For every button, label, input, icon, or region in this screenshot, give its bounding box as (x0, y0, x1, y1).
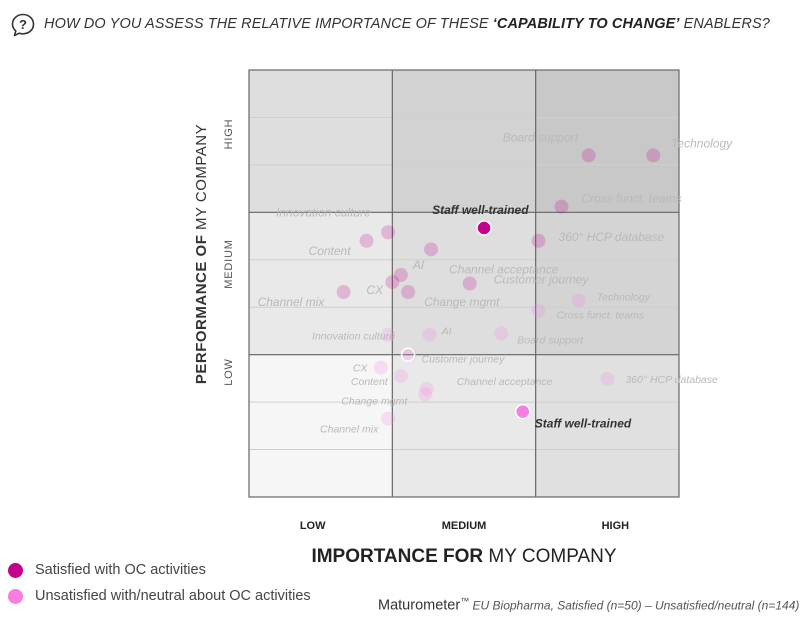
svg-text:?: ? (19, 17, 27, 32)
legend-item-unsatisfied: Unsatisfied with/neutral about OC activi… (8, 588, 311, 604)
point-label-satisfied: Content (309, 244, 352, 258)
x-tick-labels: LOW MEDIUM HIGH (300, 520, 629, 532)
point-label-satisfied: 360° HCP database (559, 230, 665, 244)
point-satisfied-board-support (581, 148, 596, 163)
point-label-unsatisfied: AI (441, 326, 452, 338)
data-points (336, 148, 661, 426)
point-unsatisfied-staff-well-trained (515, 403, 531, 420)
point-satisfied-cross-funct-teams (554, 199, 569, 214)
point-satisfied-360-hcp-database (531, 233, 546, 248)
point-label-satisfied: Change mgmt (424, 295, 500, 309)
zone-medium-high (392, 70, 536, 213)
point-label-unsatisfied: Technology (597, 292, 651, 304)
point-label-satisfied: AI (412, 258, 425, 272)
y-axis-title-rest: MY COMPANY (193, 124, 210, 235)
zone-low-medium (249, 212, 393, 355)
legend-satisfied-label: Satisfied with OC activities (35, 562, 206, 578)
point-satisfied-cx (385, 275, 400, 290)
point-label-unsatisfied: Staff well-trained (535, 417, 632, 431)
point-satisfied-content (359, 233, 374, 248)
point-unsatisfied-cx (373, 360, 388, 375)
point-satisfied-staff-well-trained (476, 220, 492, 236)
x-tick-medium: MEDIUM (442, 520, 487, 532)
point-label-unsatisfied: Channel acceptance (457, 376, 553, 388)
source-trademark: ™ (460, 596, 470, 606)
question-text: HOW DO YOU ASSESS THE RELATIVE IMPORTANC… (44, 16, 770, 32)
chart-gridlines (248, 69, 680, 498)
point-unsatisfied-channel-acceptance (419, 381, 434, 396)
point-unsatisfied-innovation-culture (381, 327, 396, 342)
point-label-unsatisfied: Change mgmt (341, 396, 408, 408)
y-tick-low: LOW (223, 358, 235, 385)
point-label-satisfied: Cross funct. teams (581, 192, 681, 206)
question-suffix: ENABLERS? (679, 16, 770, 32)
y-tick-high: HIGH (223, 119, 235, 150)
y-axis-title: PERFORMANCE OF MY COMPANY (193, 124, 210, 384)
question-highlight: ‘CAPABILITY TO CHANGE’ (492, 16, 680, 32)
point-satisfied-customer-journey (462, 276, 477, 291)
legend-item-satisfied: Satisfied with OC activities (8, 562, 206, 578)
zone-medium-medium (392, 212, 536, 355)
point-label-unsatisfied: 360° HCP database (625, 374, 718, 386)
x-tick-high: HIGH (602, 520, 630, 532)
source-detail: EU Biopharma, Satisfied (n=50) – Unsatis… (469, 598, 800, 613)
y-axis-title-bold: PERFORMANCE OF (193, 235, 210, 385)
question-bubble-icon: ? (11, 13, 35, 37)
point-unsatisfied-technology (571, 293, 586, 308)
point-label-satisfied: Channel acceptance (449, 262, 559, 276)
y-tick-medium: MEDIUM (223, 239, 235, 288)
point-satisfied-innovation-culture (381, 225, 396, 240)
point-label-satisfied: Staff well-trained (432, 203, 529, 217)
point-unsatisfied-change-mgmt (418, 387, 433, 402)
point-label-satisfied: Innovation culture (276, 205, 371, 219)
point-label-satisfied: Technology (671, 136, 733, 150)
point-label-satisfied: CX (366, 283, 384, 297)
point-unsatisfied-360-hcp-database (600, 371, 615, 386)
point-label-satisfied: Board support (503, 130, 579, 144)
x-axis-title-bold: IMPORTANCE FOR (311, 546, 483, 567)
source-note: Maturometer™ EU Biopharma, Satisfied (n=… (378, 596, 799, 613)
point-label-unsatisfied: Cross funct. teams (557, 310, 645, 322)
x-axis-title-rest: MY COMPANY (483, 546, 617, 567)
plot-border (248, 69, 680, 498)
point-unsatisfied-cross-funct-teams (531, 303, 546, 318)
point-satisfied-change-mgmt (401, 285, 416, 300)
point-label-unsatisfied: Content (351, 376, 389, 388)
point-label-unsatisfied: Customer journey (422, 354, 506, 366)
point-unsatisfied-content (393, 369, 408, 384)
point-unsatisfied-board-support (494, 326, 509, 341)
point-labels: Staff well-trained Board support Technolog… (258, 130, 734, 435)
zone-high-low (535, 354, 679, 497)
legend-satisfied-dot (8, 562, 23, 578)
legend-unsatisfied-dot (8, 588, 23, 604)
x-axis-title: IMPORTANCE FOR MY COMPANY (311, 546, 616, 567)
point-label-satisfied: Customer journey (494, 273, 590, 287)
point-label-unsatisfied: Innovation culture (312, 331, 395, 343)
point-satisfied-channel-mix (336, 285, 351, 300)
legend-unsatisfied-label: Unsatisfied with/neutral about OC activi… (35, 588, 311, 604)
point-label-unsatisfied: Board support (517, 334, 584, 346)
zone-low-high (249, 70, 393, 213)
reference-marker (400, 347, 416, 362)
point-label-satisfied: Channel mix (258, 295, 326, 309)
y-tick-labels: LOW MEDIUM HIGH (223, 119, 235, 386)
point-satisfied-technology (646, 148, 661, 163)
point-unsatisfied-channel-mix (381, 411, 396, 426)
x-tick-low: LOW (300, 520, 326, 532)
zone-medium-low (392, 354, 536, 497)
point-satisfied-ai (393, 267, 408, 282)
zone-high-medium (535, 212, 679, 355)
zone-high-high (535, 70, 679, 213)
point-label-unsatisfied: CX (353, 362, 369, 374)
zone-low-low (249, 354, 393, 497)
source-brand: Maturometer (378, 597, 461, 614)
question-prefix: HOW DO YOU ASSESS THE RELATIVE IMPORTANC… (44, 16, 493, 32)
point-unsatisfied-ai (422, 327, 437, 342)
chart-background (249, 70, 679, 497)
point-label-unsatisfied: Channel mix (320, 424, 379, 436)
point-satisfied-channel-acceptance (424, 242, 439, 257)
